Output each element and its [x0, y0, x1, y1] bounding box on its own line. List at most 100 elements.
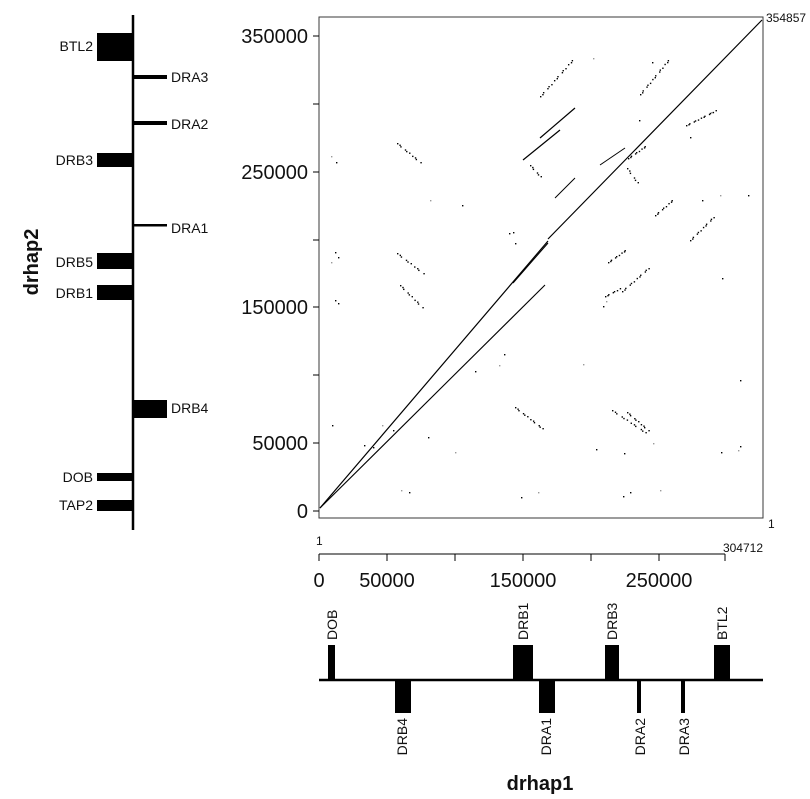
y-gene-label-dra2: DRA2: [171, 116, 209, 132]
alignment-dot: [536, 172, 539, 174]
y-gene-label-btl2: BTL2: [60, 38, 94, 54]
alignment-dot: [411, 296, 413, 298]
x-gene-block-btl2: [714, 645, 730, 680]
alignment-dot: [704, 115, 706, 118]
alignment-dot: [660, 490, 662, 492]
y-gene-block-drb5: [97, 253, 133, 269]
alignment-dot: [686, 125, 688, 127]
alignment-dot: [697, 231, 700, 234]
alignment-dot: [570, 62, 573, 64]
alignment-dot: [630, 155, 633, 157]
y-tick-label: 0: [297, 501, 308, 523]
alignment-dot: [603, 306, 605, 308]
y-gene-label-drb3: DRB3: [56, 152, 94, 168]
alignment-dot: [635, 425, 637, 428]
alignment-dot: [335, 252, 337, 254]
alignment-dot: [664, 63, 666, 66]
alignment-dot: [623, 496, 625, 498]
alignment-dot: [690, 137, 692, 139]
alignment-dot: [708, 113, 711, 116]
alignment-dot: [688, 124, 690, 126]
alignment-dot: [713, 217, 715, 219]
x-tick-label: 50000: [359, 570, 415, 592]
alignment-dot: [561, 72, 564, 74]
alignment-dot: [637, 182, 639, 184]
alignment-dot: [629, 172, 632, 175]
alignment-dot: [712, 111, 715, 114]
alignment-dot: [690, 240, 692, 242]
alignment-dot: [616, 413, 618, 415]
alignment-dot: [697, 119, 700, 121]
alignment-dot: [338, 303, 340, 305]
y-tick-label: 250000: [241, 162, 308, 184]
alignment-dot: [614, 257, 617, 259]
y-gene-label-dra1: DRA1: [171, 220, 209, 236]
x-gene-block-dob: [328, 645, 335, 680]
alignment-dot: [639, 276, 641, 278]
alignment-dot: [702, 200, 704, 202]
alignment-dot: [649, 82, 652, 85]
alignment-dot: [515, 407, 517, 409]
alignment-dot: [400, 146, 402, 148]
alignment-dot: [692, 236, 695, 239]
alignment-dot: [400, 256, 403, 258]
alignment-dot: [661, 209, 664, 211]
y-end-label: 354857: [766, 11, 806, 25]
alignment-segment: [319, 284, 546, 509]
alignment-dot: [634, 153, 637, 155]
x-gene-label-dra1: DRA1: [538, 718, 554, 756]
y-start-label: 1: [768, 517, 775, 531]
x-gene-label-dra3: DRA3: [676, 718, 692, 756]
alignment-dot: [671, 200, 673, 202]
alignment-dot: [689, 123, 691, 125]
alignment-dot: [627, 168, 629, 170]
alignment-dot: [703, 116, 705, 118]
alignment-dot: [542, 94, 544, 96]
alignment-dot: [612, 292, 615, 294]
alignment-dot: [539, 426, 541, 428]
y-axis: [313, 35, 319, 512]
x-axis: [318, 553, 726, 561]
alignment-dot: [634, 418, 636, 420]
y-tick-label: 350000: [241, 26, 308, 48]
alignment-dot: [336, 162, 338, 164]
alignment-dot: [643, 425, 645, 427]
alignment-dot: [659, 69, 662, 71]
alignment-dot: [623, 251, 626, 253]
y-gene-block-dra3: [133, 75, 167, 79]
alignment-dot: [530, 165, 532, 167]
alignment-dot: [642, 92, 644, 94]
alignment-dot: [639, 120, 641, 122]
alignment-dot: [614, 411, 617, 413]
y-gene-label-drb1: DRB1: [56, 285, 94, 301]
alignment-dot: [621, 416, 623, 418]
alignment-dot: [556, 78, 558, 80]
x-gene-label-drb4: DRB4: [394, 718, 410, 756]
y-gene-label-dra3: DRA3: [171, 69, 209, 85]
alignment-dot: [404, 149, 407, 151]
y-gene-block-dob: [97, 473, 133, 481]
x-gene-label-drb3: DRB3: [604, 602, 620, 640]
alignment-dot: [428, 437, 430, 439]
alignment-dot: [646, 86, 648, 88]
alignment-dot: [407, 292, 409, 294]
alignment-dot: [551, 84, 553, 86]
alignment-dot: [700, 117, 703, 119]
alignment-dot: [335, 300, 337, 302]
alignment-dot: [748, 195, 750, 197]
alignment-dot: [720, 195, 722, 197]
x-gene-track: DOB DRB4 DRB1 DRA1 DRB3 DRA2 DRA3 BTL2: [319, 602, 763, 755]
alignment-dot: [643, 427, 646, 429]
alignment-dot: [622, 291, 624, 293]
alignment-dot: [532, 168, 535, 171]
alignment-dot: [596, 449, 598, 451]
alignment-dot: [662, 67, 664, 69]
alignment-dot: [397, 253, 399, 255]
alignment-dot: [629, 413, 631, 415]
alignment-dot: [670, 201, 673, 203]
alignment-dot: [612, 410, 614, 412]
alignment-dot: [627, 412, 629, 414]
alignment-dot: [652, 62, 654, 64]
alignment-dot: [710, 220, 712, 222]
